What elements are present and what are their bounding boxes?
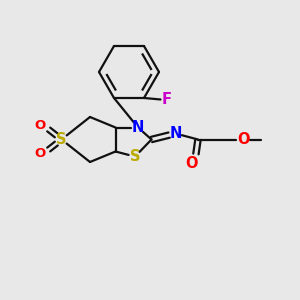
Text: O: O (186, 156, 198, 171)
Text: O: O (237, 132, 249, 147)
Text: O: O (34, 119, 46, 132)
Text: S: S (130, 149, 140, 164)
Text: F: F (161, 92, 172, 107)
Text: O: O (34, 147, 46, 160)
Text: S: S (56, 132, 67, 147)
Text: N: N (169, 126, 182, 141)
Text: N: N (132, 120, 144, 135)
